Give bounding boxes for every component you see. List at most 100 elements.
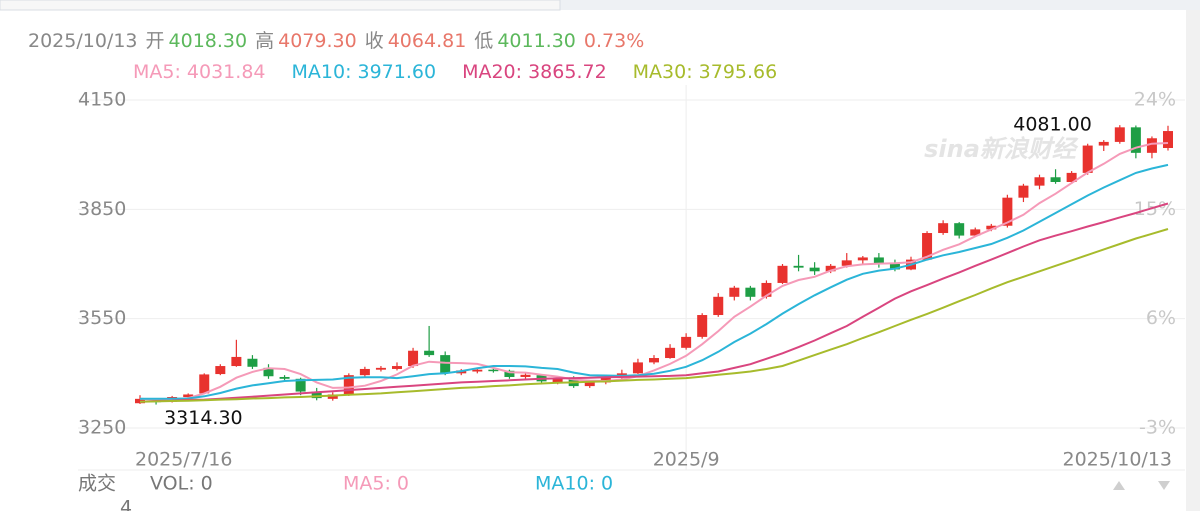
candle-body [183, 394, 194, 398]
header-date: 2025/10/13 [28, 30, 138, 52]
candle-body [263, 367, 274, 377]
candle-body [295, 378, 306, 392]
watermark: sina新浪财经 [924, 135, 1079, 163]
candle-body [584, 382, 595, 387]
candle-body [1018, 185, 1029, 198]
y-tick-label: 3850 [78, 198, 126, 220]
legend: MA5: 4031.84 MA10: 3971.60 MA20: 3865.72 MA… [133, 61, 777, 83]
candle-body [440, 355, 451, 374]
header-field-label: 开 [146, 30, 165, 52]
candle-body [424, 350, 435, 356]
candle-body [1146, 138, 1157, 153]
candle-body [1050, 177, 1061, 182]
candle-body [1066, 172, 1077, 182]
legend-entry: MA30: 3795.66 [633, 61, 778, 83]
plot-area: 3250 3550 3850 4150 24% 15% 6% -3% 2025/7/16 2025… [78, 85, 1185, 471]
candle-body [970, 229, 981, 236]
y-tick-label: 3550 [78, 307, 126, 329]
candle-body [873, 257, 884, 264]
candle-body [793, 265, 804, 268]
y2-tick-label: 15% [1134, 198, 1176, 220]
extreme-label: 4081.00 [1013, 114, 1092, 136]
candle-body [520, 374, 531, 377]
candle-body [279, 376, 290, 379]
candle-body [1114, 127, 1125, 142]
ma-line [139, 228, 1169, 403]
candle-body [632, 362, 643, 374]
header: 2025/10/13 开 4018.30 高 4079.30 收 4064.81 低 4011.… [28, 30, 644, 52]
candle-body [343, 375, 354, 395]
candle-body [600, 376, 611, 383]
ma-line [139, 202, 1169, 403]
candle-body [408, 350, 419, 367]
candle-body [825, 265, 836, 272]
candle-body [1002, 197, 1013, 226]
candle-body [247, 358, 258, 367]
x-tick-label: 2025/7/16 [135, 449, 232, 471]
header-line: 2025/10/13 开 4018.30 高 4079.30 收 4064.81 低 4011.… [28, 30, 644, 52]
candle-body [922, 233, 933, 260]
y2-tick-label: 6% [1146, 307, 1176, 329]
header-field-label: 收 [365, 30, 384, 52]
header-field-value: 4018.30 [169, 30, 248, 52]
ma-line [140, 163, 1169, 400]
candle-body [649, 358, 659, 363]
tab-bar [0, 0, 1200, 10]
candle-body [488, 369, 499, 372]
y2-tick-label: 24% [1134, 89, 1176, 111]
candle-body [215, 366, 226, 375]
candle-body [889, 264, 900, 270]
candle-body [761, 282, 772, 297]
candle-body [1130, 127, 1141, 153]
legend-entry: MA10: 3971.60 [292, 61, 437, 83]
volume-ma5: MA5: 0 [343, 473, 409, 495]
header-change: 0.73% [584, 30, 644, 52]
candle-body [857, 257, 868, 261]
scrollbar[interactable] [1186, 10, 1200, 511]
legend-entry: MA20: 3865.72 [462, 61, 607, 83]
candle-body [986, 225, 997, 230]
y-tick-label: 4150 [78, 89, 126, 111]
legend-entry: MA5: 4031.84 [133, 61, 266, 83]
candle-body [392, 366, 402, 369]
candle-body [665, 347, 676, 359]
x-tick-label: 2025/9 [653, 449, 720, 471]
candle-body [777, 265, 788, 283]
scroll-arrows[interactable] [1113, 481, 1170, 490]
extreme-label: 3314.30 [164, 407, 243, 429]
y-tick-label: 3250 [78, 417, 126, 439]
candle-body [1034, 177, 1045, 186]
candle-body [231, 356, 242, 367]
candle-body [729, 287, 740, 297]
header-field-label: 高 [255, 30, 274, 52]
header-field-value: 4064.81 [388, 30, 467, 52]
volume-title: 成交 [78, 473, 116, 495]
candle-body [681, 336, 692, 348]
header-field-value: 4079.30 [278, 30, 357, 52]
candle-body [1082, 145, 1093, 173]
candle-body [472, 369, 483, 372]
candle-body [745, 287, 756, 297]
candle-body [375, 367, 386, 370]
legend-line: MA5: 4031.84 MA10: 3971.60 MA20: 3865.72 MA… [133, 61, 777, 83]
volume-axis-label: 4 [120, 497, 132, 511]
candle-body [327, 394, 338, 399]
y2-tick-label: -3% [1139, 417, 1176, 439]
volume-ma10: MA10: 0 [535, 473, 613, 495]
candle-body [809, 267, 820, 272]
candle-body [938, 223, 949, 234]
candle-body [199, 374, 210, 394]
candle-body [1163, 131, 1173, 148]
candle-body [359, 368, 370, 376]
candle-body [1098, 141, 1109, 146]
candle-body [552, 378, 563, 383]
candle-body [697, 315, 708, 337]
x-tick-label: 2025/10/13 [1062, 449, 1172, 471]
tab[interactable] [0, 0, 561, 11]
header-field-label: 低 [474, 30, 493, 52]
volume-label: VOL: 0 [150, 473, 213, 495]
candle-body [954, 223, 965, 236]
candle-body [713, 296, 724, 316]
header-field-value: 4011.30 [497, 30, 576, 52]
